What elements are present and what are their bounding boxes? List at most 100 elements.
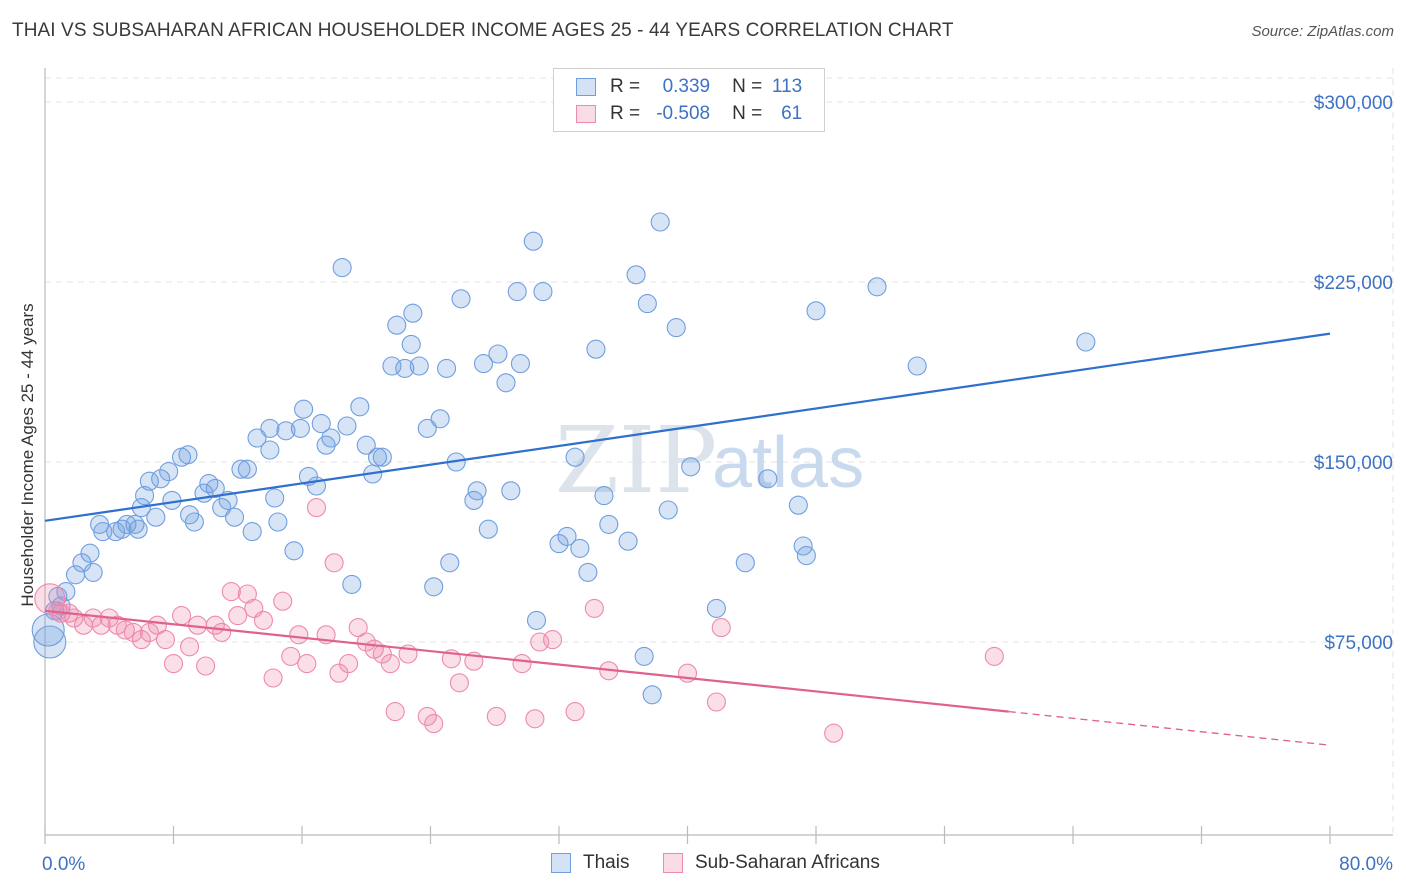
data-point [147, 615, 167, 635]
data-point [348, 618, 368, 638]
data-point [424, 577, 444, 597]
data-point [424, 714, 444, 734]
data-point [984, 646, 1004, 666]
data-point [473, 354, 494, 374]
data-point [409, 356, 429, 376]
data-point [178, 445, 198, 465]
data-point [337, 416, 357, 436]
data-point [324, 553, 344, 573]
data-point [437, 358, 457, 378]
data-point [824, 723, 844, 743]
legend-item-thais[interactable]: Thais [551, 852, 629, 874]
data-point [321, 428, 341, 448]
y-tick-labels: $75,000 $150,000 $225,000 $300,000 [1314, 93, 1393, 654]
data-point [565, 702, 585, 722]
data-point [48, 586, 68, 606]
data-point [196, 656, 216, 676]
data-point [205, 478, 225, 498]
data-point [289, 625, 309, 645]
data-point [180, 637, 200, 657]
watermark: ZIP atlas [555, 407, 864, 514]
data-point [430, 409, 450, 429]
data-point [350, 397, 370, 417]
legend-label-subsaharan: Sub-Saharan Africans [695, 852, 880, 873]
data-point [342, 574, 362, 594]
r-label: R = [610, 76, 641, 97]
data-point [526, 610, 547, 630]
data-point [478, 519, 498, 539]
data-point [224, 507, 245, 527]
data-point [570, 538, 590, 558]
data-point [297, 654, 317, 674]
data-point [523, 231, 543, 251]
data-point [117, 514, 137, 534]
data-point [265, 488, 285, 508]
data-point [626, 265, 646, 285]
data-point [372, 447, 392, 467]
data-point [380, 654, 400, 674]
y-tick-label: $225,000 [1314, 273, 1393, 294]
data-point [260, 440, 280, 460]
data-points [31, 212, 1096, 743]
data-point [115, 620, 135, 640]
data-point [80, 543, 100, 563]
data-point [276, 421, 296, 441]
data-point [788, 495, 808, 515]
data-point [467, 481, 487, 501]
data-point [658, 500, 678, 520]
n-value: 61 [781, 103, 803, 124]
n-value: 113 [771, 76, 803, 97]
stats-legend: R = 0.339 N = 113 R = -0.508 N = 61 [553, 68, 825, 132]
grid-lines [45, 68, 1394, 835]
trend-lines [44, 332, 1331, 746]
data-point [332, 258, 352, 278]
data-point [263, 668, 283, 688]
data-point [451, 289, 471, 309]
watermark-atlas: atlas [712, 423, 864, 503]
data-point [128, 519, 148, 539]
n-label: N = [732, 103, 763, 124]
data-point [507, 282, 527, 302]
data-point [806, 301, 826, 321]
data-point [218, 490, 238, 510]
data-point [594, 486, 614, 506]
data-point [758, 469, 778, 489]
data-point [231, 459, 251, 479]
data-point [72, 553, 92, 573]
stats-row-subsaharan: R = -0.508 N = 61 [576, 101, 802, 127]
data-point [212, 498, 232, 518]
data-point [83, 608, 103, 628]
data-point [510, 354, 531, 374]
data-point [618, 531, 638, 551]
data-point [237, 459, 257, 479]
data-point [329, 663, 349, 683]
data-point [650, 212, 670, 232]
data-point [512, 654, 532, 674]
data-point [637, 294, 657, 314]
data-point [634, 646, 654, 666]
data-point [290, 418, 310, 438]
data-point [599, 514, 619, 534]
y-tick-label: $150,000 [1314, 453, 1393, 474]
data-point [228, 606, 248, 626]
x-tick-labels: 0.0% 80.0% [42, 854, 1393, 875]
data-point [543, 630, 563, 650]
data-point [496, 373, 516, 393]
data-point [367, 447, 388, 467]
axes [44, 68, 1393, 844]
data-point [565, 447, 585, 467]
data-point [155, 630, 176, 650]
data-point [549, 534, 569, 554]
legend-item-subsaharan[interactable]: Sub-Saharan Africans [663, 852, 880, 874]
data-point [135, 486, 155, 506]
data-point [356, 632, 376, 652]
data-point [1076, 332, 1096, 352]
r-label: R = [610, 103, 641, 124]
data-point [796, 546, 816, 566]
data-point [735, 553, 755, 573]
series-thais-points [31, 212, 1096, 705]
data-point [486, 706, 506, 726]
data-point [711, 618, 731, 638]
trend-line-thais [44, 332, 1331, 522]
data-point [681, 457, 701, 477]
